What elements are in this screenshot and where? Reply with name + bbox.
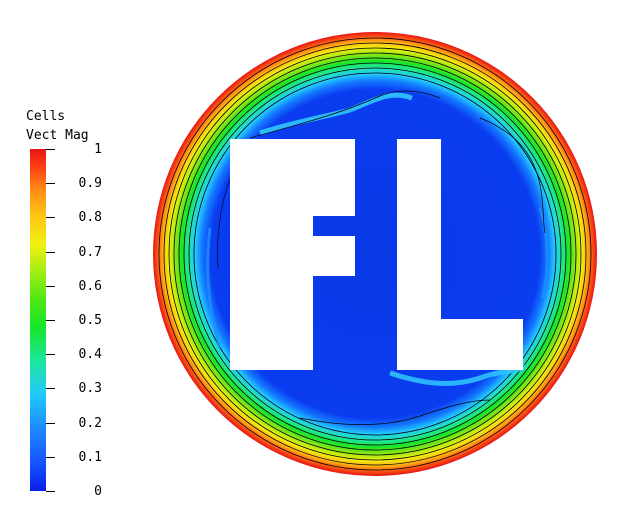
colorbar-tick-label: 0.4 bbox=[78, 347, 102, 363]
colorbar-tick-label: 1 bbox=[94, 142, 102, 157]
contour-plot bbox=[153, 32, 597, 476]
colorbar-tick bbox=[46, 354, 55, 356]
colorbar-tick-label: 0.6 bbox=[78, 278, 102, 294]
colorbar-tick-label: 0.7 bbox=[78, 244, 102, 260]
colorbar-tick-label: 0.9 bbox=[78, 176, 102, 192]
colorbar-tick bbox=[46, 149, 55, 150]
colorbar bbox=[30, 149, 46, 491]
colorbar-tick bbox=[46, 456, 55, 458]
colorbar-tick-label: 0.5 bbox=[78, 313, 102, 328]
colorbar-tick bbox=[46, 388, 55, 390]
colorbar-tick bbox=[46, 422, 55, 424]
colorbar-tick bbox=[46, 320, 55, 321]
colorbar-tick bbox=[46, 251, 55, 253]
colorbar-tick-label: 0 bbox=[94, 484, 102, 499]
colorbar-tick-label: 0.1 bbox=[78, 449, 102, 465]
colorbar-tick bbox=[46, 285, 55, 287]
letter-L bbox=[397, 139, 523, 370]
letter-F bbox=[230, 139, 355, 370]
colorbar-tick-label: 0.8 bbox=[78, 210, 102, 226]
colorbar-tick-label: 0.3 bbox=[78, 381, 102, 397]
letter-obstacles bbox=[230, 139, 523, 370]
colorbar-tick bbox=[46, 183, 55, 185]
colorbar-tick bbox=[46, 491, 55, 492]
legend-title-line1: Cells bbox=[26, 109, 66, 124]
contour-lines bbox=[158, 37, 592, 471]
colorbar-tick-label: 0.2 bbox=[78, 415, 102, 431]
colorbar-tick bbox=[46, 217, 55, 219]
legend-title-line2: Vect Mag bbox=[26, 128, 89, 143]
